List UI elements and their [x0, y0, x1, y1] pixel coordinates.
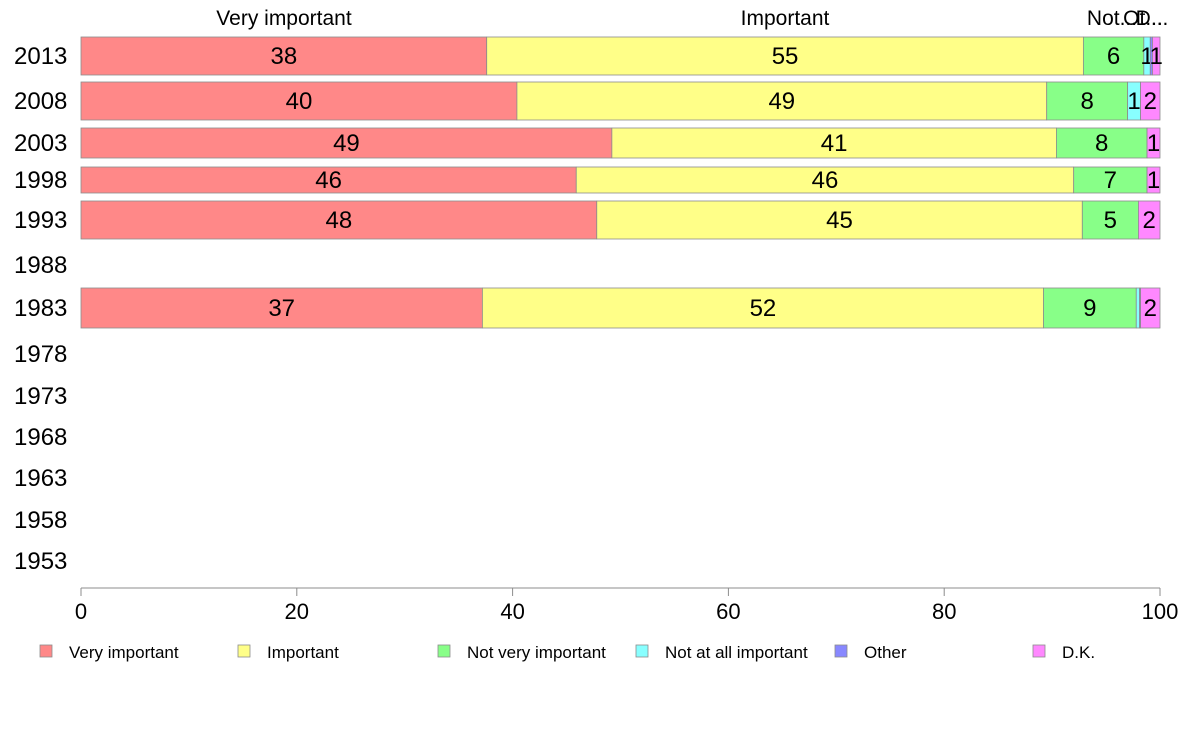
bar-segment [1152, 36, 1161, 76]
data-label: 1 [1127, 88, 1140, 115]
data-label: 2 [1143, 207, 1156, 234]
data-label: 6 [1107, 43, 1120, 70]
top-category-label: Not... [1087, 7, 1137, 30]
bar-segment [1043, 287, 1137, 329]
data-label: 7 [1104, 167, 1117, 194]
data-label: 48 [326, 207, 353, 234]
y-tick-label: 1973 [14, 383, 67, 410]
bar-segment [80, 287, 483, 329]
bar-segment [80, 36, 488, 76]
top-category-label: Ot... [1123, 7, 1163, 30]
bar-segment [1056, 127, 1148, 159]
legend-label: Not very important [467, 643, 606, 662]
data-label: 8 [1080, 88, 1093, 115]
x-tick-label: 80 [932, 599, 956, 624]
data-label: 49 [333, 130, 360, 157]
bar-segment [80, 127, 613, 159]
legend-swatch [635, 644, 649, 658]
data-label: 41 [821, 130, 848, 157]
bar-segment [481, 287, 1044, 329]
data-label: 9 [1083, 295, 1096, 322]
data-label: 1 [1150, 43, 1163, 70]
bar-segment [596, 200, 1083, 240]
y-tick-label: 1968 [14, 424, 67, 451]
y-tick-label: 2013 [14, 43, 67, 70]
data-label: 8 [1095, 130, 1108, 157]
x-tick-label: 40 [500, 599, 524, 624]
y-tick-label: 2003 [14, 130, 67, 157]
legend-swatch [1032, 644, 1046, 658]
x-tick-label: 60 [716, 599, 740, 624]
data-label: 46 [315, 167, 342, 194]
legend-swatch [237, 644, 251, 658]
top-category-label: D... [1136, 7, 1169, 30]
bar-segment [1135, 287, 1140, 329]
legend-swatch [437, 644, 451, 658]
legend-swatch [39, 644, 53, 658]
data-label: 49 [768, 88, 795, 115]
bar-segment [1082, 36, 1145, 76]
bar-segment [1146, 127, 1161, 159]
y-tick-label: 1988 [14, 252, 67, 279]
legend-label: Other [864, 643, 907, 662]
legend-swatch [834, 644, 848, 658]
y-tick-label: 1983 [14, 295, 67, 322]
y-tick-label: 1993 [14, 207, 67, 234]
bar-segment [1081, 200, 1139, 240]
bar-segment [1146, 166, 1161, 194]
legend-label: Not at all important [665, 643, 808, 662]
bar-segment [1046, 81, 1129, 121]
x-tick-label: 0 [75, 599, 87, 624]
data-label: 37 [268, 295, 295, 322]
bar-segment [1140, 287, 1161, 329]
legend: Very important Important Not very importan… [39, 643, 1095, 662]
x-tick-label: 20 [285, 599, 309, 624]
bar-segment [516, 81, 1048, 121]
data-label: 55 [772, 43, 799, 70]
y-tick-label: 2008 [14, 88, 67, 115]
data-label: 2 [1144, 295, 1157, 322]
bar-segment [80, 81, 518, 121]
y-tick-label: 1963 [14, 465, 67, 492]
data-label: 1 [1147, 167, 1160, 194]
top-category-labels: Very important Important Not...Ot...D... [216, 7, 1168, 30]
bar-segment [575, 166, 1075, 194]
y-tick-label: 1953 [14, 548, 67, 575]
data-label: 38 [271, 43, 298, 70]
x-tick-label: 100 [1142, 599, 1179, 624]
y-tick-label: 1998 [14, 167, 67, 194]
data-label: 5 [1104, 207, 1117, 234]
y-tick-label: 1978 [14, 341, 67, 368]
top-category-label: Very important [216, 7, 352, 30]
legend-label: Very important [69, 643, 179, 662]
data-label: 46 [812, 167, 839, 194]
bar-segment [80, 166, 577, 194]
top-category-label: Important [741, 7, 830, 30]
legend-label: D.K. [1062, 643, 1095, 662]
y-axis: 2013 2008 2003 1998 1993 1988 1983 1978 1973 1968… [14, 43, 67, 575]
data-label: 40 [286, 88, 313, 115]
y-tick-label: 1958 [14, 507, 67, 534]
bar-segment [611, 127, 1057, 159]
data-label: 52 [750, 295, 777, 322]
bar-segment [1138, 200, 1161, 240]
bar-segment [1140, 81, 1161, 121]
data-label: 2 [1144, 88, 1157, 115]
legend-label: Important [267, 643, 339, 662]
bar-segment [80, 200, 598, 240]
x-axis: 0 20 40 60 80 100 [75, 587, 1179, 624]
data-label: 45 [826, 207, 853, 234]
data-label: 1 [1147, 130, 1160, 157]
